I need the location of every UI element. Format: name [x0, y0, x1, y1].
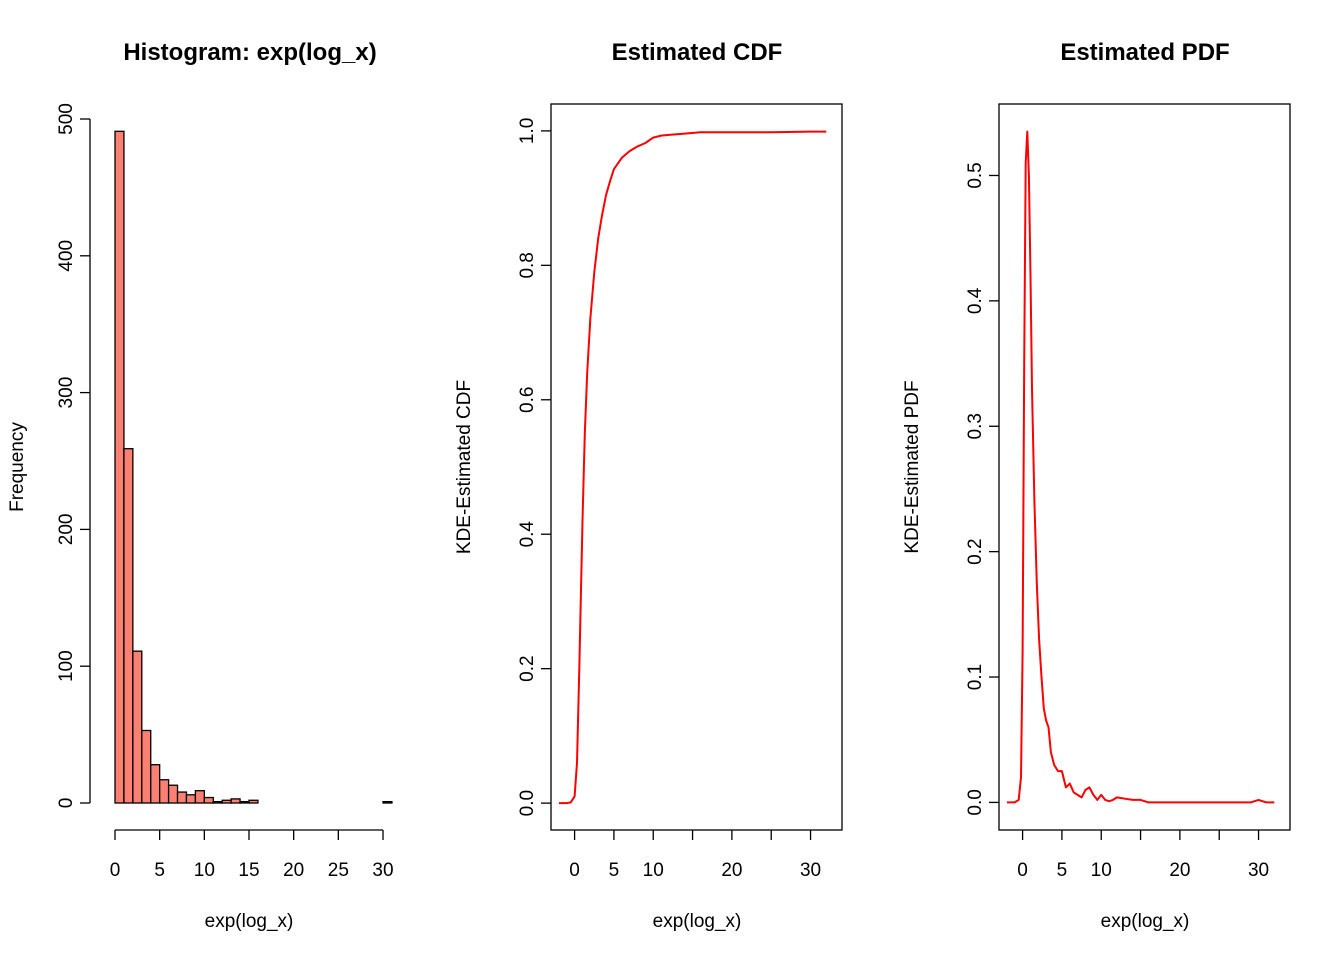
- histogram-x-tick-label: 0: [110, 860, 121, 881]
- pdf-x-axis-label: exp(log_x): [1101, 911, 1190, 932]
- histogram-bar: [212, 800, 223, 804]
- histogram-bar: [382, 800, 393, 804]
- histogram-x-tick-label: 5: [154, 860, 165, 881]
- histogram-x-tick-label: 10: [194, 860, 215, 881]
- cdf-x-axis-label: exp(log_x): [653, 911, 742, 932]
- pdf-plot-frame: [998, 103, 1291, 831]
- histogram-x-axis-label: exp(log_x): [205, 911, 294, 932]
- cdf-plot-frame: [550, 103, 843, 831]
- cdf-y-tick-label: 0.6: [517, 387, 538, 413]
- histogram-title: Histogram: exp(log_x): [123, 39, 376, 66]
- histogram-bar: [203, 796, 214, 804]
- histogram-bar: [141, 729, 152, 804]
- histogram-bar: [230, 798, 241, 804]
- histogram-bar: [114, 130, 125, 804]
- histogram-x-tick-label: 20: [283, 860, 304, 881]
- histogram-bar: [221, 799, 232, 804]
- histogram-y-tick-label: 100: [56, 650, 77, 682]
- cdf-y-tick-label: 1.0: [517, 118, 538, 144]
- cdf-series-line: [558, 130, 827, 805]
- histogram-y-tick-label: 400: [56, 240, 77, 272]
- histogram-bar: [123, 448, 134, 804]
- histogram-bar: [185, 794, 197, 804]
- histogram-bars: [114, 130, 393, 804]
- histogram-bar: [248, 799, 259, 804]
- histogram-bar: [167, 784, 179, 804]
- pdf-axes: 0 5 10 20 30 0.0 0.1 0.2 0.3 0.4 0.5: [965, 103, 1291, 881]
- histogram-bar: [239, 800, 250, 804]
- pdf-y-axis-label: KDE-Estimated PDF: [902, 380, 923, 553]
- cdf-x-tick-label: 10: [643, 860, 664, 881]
- pdf-x-tick-label: 5: [1057, 860, 1068, 881]
- pdf-y-tick-label: 0.0: [965, 789, 986, 815]
- histogram-bar: [132, 650, 143, 804]
- pdf-title: Estimated PDF: [1060, 39, 1229, 66]
- pdf-x-tick-label: 30: [1248, 860, 1269, 881]
- pdf-panel: Estimated PDF exp(log_x) KDE-Estimated P…: [902, 39, 1291, 932]
- histogram-bar: [159, 779, 170, 804]
- pdf-y-tick-label: 0.2: [965, 538, 986, 564]
- pdf-y-tick-label: 0.5: [965, 162, 986, 188]
- histogram-y-tick-label: 0: [56, 798, 77, 809]
- cdf-y-tick-label: 0.2: [517, 655, 538, 681]
- pdf-x-tick-label: 0: [1017, 860, 1028, 881]
- cdf-y-tick-label: 0.0: [517, 790, 538, 816]
- histogram-x-tick-label: 15: [238, 860, 259, 881]
- cdf-title: Estimated CDF: [612, 39, 783, 66]
- cdf-x-tick-label: 0: [569, 860, 580, 881]
- pdf-y-tick-label: 0.1: [965, 664, 986, 690]
- cdf-x-tick-label: 30: [800, 860, 821, 881]
- pdf-series-line: [1006, 130, 1275, 804]
- histogram-y-axis-label: Frequency: [7, 422, 28, 512]
- cdf-y-tick-label: 0.8: [517, 252, 538, 278]
- cdf-y-axis-label: KDE-Estimated CDF: [454, 380, 475, 554]
- cdf-x-tick-label: 20: [721, 860, 742, 881]
- cdf-x-tick-label: 5: [609, 860, 620, 881]
- histogram-x-tick-label: 25: [328, 860, 349, 881]
- pdf-y-tick-label: 0.3: [965, 413, 986, 439]
- pdf-x-tick-label: 10: [1091, 860, 1112, 881]
- histogram-y-tick-label: 500: [56, 103, 77, 135]
- cdf-line-layer: [558, 130, 827, 805]
- histogram-panel: Histogram: exp(log_x) exp(log_x) Frequen…: [7, 39, 394, 932]
- histogram-x-tick-label: 30: [372, 860, 393, 881]
- pdf-line-layer: [1006, 130, 1275, 804]
- cdf-panel: Estimated CDF exp(log_x) KDE-Estimated C…: [454, 39, 843, 932]
- histogram-bar: [176, 791, 188, 804]
- pdf-y-tick-label: 0.4: [965, 287, 986, 314]
- pdf-x-tick-label: 20: [1169, 860, 1190, 881]
- cdf-axes: 0 5 10 20 30 0.0 0.2 0.4 0.6 0.8 1.0: [517, 103, 843, 881]
- histogram-y-tick-label: 300: [56, 377, 77, 409]
- histogram-y-tick-label: 200: [56, 514, 77, 546]
- histogram-bar: [150, 764, 161, 804]
- histogram-bar: [194, 790, 205, 804]
- cdf-y-tick-label: 0.4: [517, 521, 538, 548]
